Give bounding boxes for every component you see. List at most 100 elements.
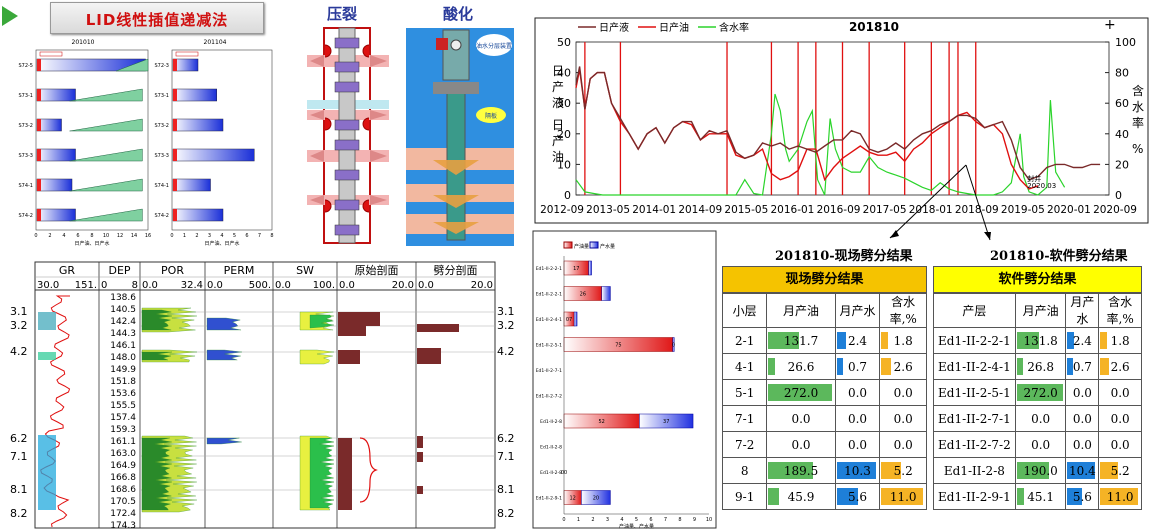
log-scale-min: 0.0 <box>418 280 434 291</box>
table-header-cell: 月产油 <box>766 292 836 328</box>
valve <box>362 117 370 131</box>
mini-bar-oil <box>37 59 41 71</box>
cell-databar <box>1067 462 1096 479</box>
mini-bar-oil <box>173 119 177 131</box>
depth-label: 144.3 <box>110 329 136 339</box>
cell-value: 0.0 <box>893 437 913 452</box>
zone-label-left: 3.2 <box>10 319 28 332</box>
split-water-bar <box>573 311 578 327</box>
cell-value: 190.0 <box>1023 463 1058 478</box>
split-water-bar <box>672 337 675 352</box>
mini-wedge <box>115 58 149 72</box>
table-cell: 45.9 <box>766 483 836 510</box>
method-banner: LID线性插值递减法 <box>50 2 264 34</box>
cell-databar <box>1016 462 1049 479</box>
split-xtick: 8 <box>678 517 681 523</box>
result-title-left: 201810-现场劈分结果 <box>775 249 913 264</box>
depth-label: 166.8 <box>110 473 136 483</box>
cell-value: Ed1-II-2-9-1 <box>938 489 1011 504</box>
left-table-banner: 现场劈分结果 <box>722 266 927 294</box>
mini-bar-oil <box>37 89 41 101</box>
cell-value: 1.8 <box>893 333 913 348</box>
y2-label-char: 水 <box>1132 100 1144 114</box>
y2-label-char: 含 <box>1132 83 1144 98</box>
mini-bar <box>36 178 73 192</box>
y2-tick: 0 <box>1115 189 1122 202</box>
depth-label: 148.0 <box>110 353 136 363</box>
pointer-arrows <box>889 164 991 241</box>
table-header-cell: 月产油 <box>1014 292 1067 328</box>
cell-value: 2.4 <box>847 333 868 348</box>
cell-value: 2-1 <box>735 333 755 348</box>
cell-value: 5.6 <box>847 489 868 504</box>
cell-value: 26.8 <box>1027 359 1054 374</box>
y-label-char: 日 <box>552 118 564 132</box>
table-row: 7-2 0.0 0.0 0.0 <box>721 431 927 458</box>
fracture-wing <box>310 110 387 120</box>
table-cell: 2.6 <box>879 353 927 380</box>
mini-legend <box>175 51 199 57</box>
depth-label: 161.1 <box>110 437 136 447</box>
cell-databar <box>881 488 924 505</box>
mini-right-chart: S72-3 S73-1 S73-2 S73-3 S74-1 S74-2 0 1 2 3 4 5 6 7 8 日… <box>154 49 274 247</box>
split-xlabel: 产油量、产水量 <box>619 523 654 530</box>
table-cell: 0.0 <box>1065 405 1100 432</box>
original-profile-bar <box>338 326 366 336</box>
crosshair-icon: + <box>1104 17 1116 33</box>
log-scale-max: 20.0 <box>392 280 414 291</box>
zone-label-left: 3.1 <box>10 305 28 318</box>
table-cell: 272.0 <box>1014 379 1067 406</box>
valve <box>324 44 332 58</box>
gr-fill <box>38 312 56 330</box>
annotation-line2: 2020.03 <box>1027 182 1056 190</box>
y2-tick: 80 <box>1115 67 1129 80</box>
table-cell: 5.2 <box>879 457 927 484</box>
table-header-cell: 含水率,% <box>879 292 927 328</box>
y2-label-char: 率 <box>1132 115 1144 130</box>
mini-xtick: 16 <box>145 233 151 239</box>
cell-databar <box>881 462 902 479</box>
zone-label-right: 8.1 <box>497 483 515 496</box>
mini-row-label: S73-3 <box>154 153 169 159</box>
split-xtick: 5 <box>635 517 638 523</box>
acid-title: 酸化 <box>443 5 473 23</box>
cell-databar <box>1100 488 1139 505</box>
table-cell: 11.0 <box>1098 483 1142 510</box>
mini-bar-oil <box>173 89 177 101</box>
por-core <box>141 309 172 331</box>
table-cell: 0.0 <box>1098 405 1142 432</box>
depth-label: 159.3 <box>110 425 136 435</box>
table-cell: 26.8 <box>1014 353 1067 380</box>
table-cell: 7-2 <box>721 431 768 458</box>
mini-xtick: 5 <box>233 233 236 239</box>
mini-row-label: S74-2 <box>154 213 169 219</box>
split-water-label: 20 <box>593 496 599 502</box>
cell-value: Ed1-II-2-8 <box>943 463 1005 478</box>
cell-databar <box>768 358 775 375</box>
split-row-label: Ed1-II-2-7-1 <box>536 368 562 374</box>
mini-xlabel: 日产油、日产水 <box>74 240 109 247</box>
table-row: 5-1 272.0 0.0 0.0 <box>721 379 927 406</box>
split-xtick: 0 <box>562 517 565 523</box>
cell-value: 0.7 <box>847 359 868 374</box>
cell-databar <box>1100 462 1119 479</box>
table-cell: 7-1 <box>721 405 768 432</box>
x-tick: 2020-01 <box>1047 204 1091 216</box>
table-cell: Ed1-II-2-9-1 <box>933 483 1016 510</box>
split-oil-label: 26 <box>580 292 586 298</box>
table-cell: 2.4 <box>834 327 881 354</box>
brace <box>359 437 378 503</box>
table-header-cell: 小层 <box>721 292 768 328</box>
table-cell: Ed1-II-2-4-1 <box>933 353 1016 380</box>
y-label-char: 液 <box>552 95 564 110</box>
table-row: Ed1-II-2-5-1 272.0 0.0 0.0 <box>933 379 1142 406</box>
valve <box>324 117 332 131</box>
table-cell: 0.0 <box>834 431 881 458</box>
original-profile-bar <box>338 438 352 510</box>
mini-bar <box>36 148 76 162</box>
x-tick: 2013-05 <box>586 204 630 216</box>
log-scale-max: 32.4 <box>181 280 203 291</box>
cell-databar <box>836 488 859 505</box>
mini-row-label: S74-1 <box>154 183 169 189</box>
